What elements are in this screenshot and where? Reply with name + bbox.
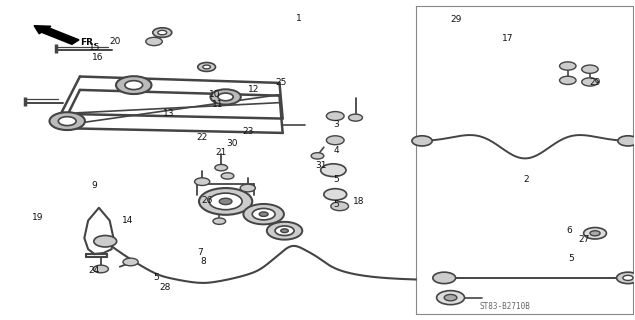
Text: 23: 23 xyxy=(242,127,253,136)
Text: 6: 6 xyxy=(567,226,573,235)
Text: 24: 24 xyxy=(89,266,100,276)
Circle shape xyxy=(623,275,633,280)
Circle shape xyxy=(194,178,210,186)
Circle shape xyxy=(281,229,288,233)
Circle shape xyxy=(326,112,344,121)
Circle shape xyxy=(123,258,138,266)
Circle shape xyxy=(125,81,143,90)
Circle shape xyxy=(582,65,598,73)
Circle shape xyxy=(349,114,363,121)
Circle shape xyxy=(582,78,598,86)
Circle shape xyxy=(116,76,152,94)
Circle shape xyxy=(252,208,275,220)
Text: 3: 3 xyxy=(333,120,339,130)
FancyArrow shape xyxy=(34,26,79,44)
Circle shape xyxy=(210,89,241,105)
Circle shape xyxy=(559,76,576,84)
Circle shape xyxy=(215,164,227,171)
Circle shape xyxy=(584,228,606,239)
Text: ST83-B2710B: ST83-B2710B xyxy=(479,302,530,311)
Text: 22: 22 xyxy=(197,133,208,142)
Text: 5: 5 xyxy=(333,175,339,184)
Text: 19: 19 xyxy=(32,213,43,222)
Circle shape xyxy=(324,189,347,200)
Text: 21: 21 xyxy=(215,148,227,156)
Circle shape xyxy=(412,136,432,146)
Text: 26: 26 xyxy=(201,196,212,205)
Circle shape xyxy=(240,184,255,192)
Circle shape xyxy=(219,198,232,204)
Text: 12: 12 xyxy=(248,85,260,94)
Circle shape xyxy=(209,193,242,210)
Text: 2: 2 xyxy=(524,175,530,184)
Text: 31: 31 xyxy=(315,161,326,170)
Circle shape xyxy=(326,136,344,145)
Circle shape xyxy=(275,226,294,236)
Circle shape xyxy=(199,188,252,215)
Circle shape xyxy=(221,173,234,179)
Circle shape xyxy=(243,204,284,224)
Circle shape xyxy=(618,136,635,146)
Circle shape xyxy=(93,265,109,273)
Text: 10: 10 xyxy=(209,90,220,99)
Circle shape xyxy=(311,153,324,159)
Circle shape xyxy=(158,30,167,35)
Circle shape xyxy=(444,294,457,301)
Circle shape xyxy=(617,272,635,284)
Text: FR.: FR. xyxy=(80,38,97,47)
Text: 5: 5 xyxy=(333,200,339,209)
Text: 13: 13 xyxy=(163,109,175,118)
Text: 25: 25 xyxy=(276,78,287,87)
Text: 15: 15 xyxy=(89,43,100,52)
Text: 5: 5 xyxy=(153,273,159,282)
Text: 9: 9 xyxy=(91,181,97,190)
Text: 16: 16 xyxy=(92,53,104,62)
Text: 1: 1 xyxy=(296,14,302,23)
Text: 8: 8 xyxy=(201,258,206,267)
Circle shape xyxy=(146,37,163,46)
Circle shape xyxy=(590,231,600,236)
Text: 14: 14 xyxy=(122,216,133,225)
Circle shape xyxy=(50,112,85,130)
Circle shape xyxy=(259,212,268,216)
Text: 28: 28 xyxy=(160,283,171,292)
Text: 4: 4 xyxy=(334,146,339,155)
Text: 5: 5 xyxy=(568,254,574,263)
Circle shape xyxy=(213,218,225,224)
Text: 27: 27 xyxy=(578,235,589,244)
Circle shape xyxy=(437,291,464,305)
Circle shape xyxy=(153,28,172,37)
Circle shape xyxy=(433,272,456,284)
Text: 29: 29 xyxy=(589,78,601,87)
Text: 7: 7 xyxy=(197,248,203,257)
Circle shape xyxy=(197,62,215,71)
Circle shape xyxy=(218,93,233,101)
Text: 29: 29 xyxy=(450,15,461,24)
Text: 18: 18 xyxy=(353,197,364,206)
Circle shape xyxy=(58,117,76,125)
Text: 20: 20 xyxy=(109,37,121,46)
Circle shape xyxy=(559,62,576,70)
Text: 30: 30 xyxy=(226,139,237,148)
Circle shape xyxy=(321,164,346,177)
Circle shape xyxy=(94,236,117,247)
Text: 17: 17 xyxy=(502,34,513,43)
Circle shape xyxy=(203,65,210,69)
Circle shape xyxy=(267,222,302,240)
Circle shape xyxy=(331,202,349,211)
Text: 11: 11 xyxy=(212,100,224,109)
